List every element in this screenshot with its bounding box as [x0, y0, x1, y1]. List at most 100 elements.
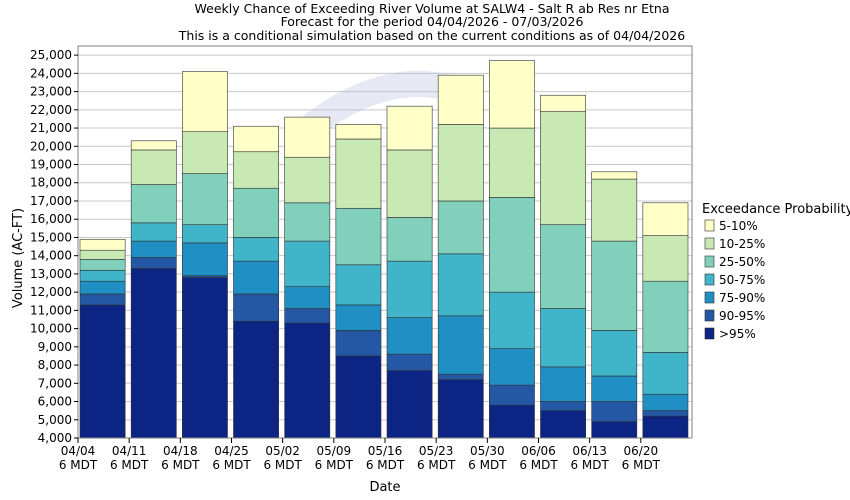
y-tick-label: 20,000 — [30, 139, 72, 153]
bar-segment — [284, 286, 331, 309]
x-tick-label: 05/30 — [470, 444, 505, 458]
bar-segment — [591, 375, 638, 402]
y-tick-label: 15,000 — [30, 230, 72, 244]
bar-segment — [437, 253, 484, 317]
bar-segment — [182, 242, 228, 277]
bar-segment — [591, 171, 638, 180]
y-tick-label: 4,000 — [38, 431, 72, 445]
bar-segment — [335, 355, 382, 439]
bar-segment — [335, 138, 382, 209]
bar-segment — [437, 124, 484, 202]
x-tick-sublabel: 6 MDT — [468, 458, 507, 472]
x-tick-sublabel: 6 MDT — [315, 458, 354, 472]
bar-segment — [386, 317, 433, 355]
x-tick-label: 04/11 — [112, 444, 147, 458]
bar-segment — [386, 105, 433, 151]
x-tick-label: 06/20 — [624, 444, 659, 458]
bar-segment — [540, 410, 586, 439]
bar-segment — [540, 224, 586, 309]
x-tick-sublabel: 6 MDT — [110, 458, 149, 472]
title-line-1: Weekly Chance of Exceeding River Volume … — [195, 1, 670, 16]
bar-segment — [540, 308, 586, 368]
bar-segment — [591, 401, 638, 422]
bar-segment — [489, 404, 535, 439]
y-tick-label: 6,000 — [38, 395, 72, 409]
bar-segment — [79, 269, 126, 282]
bar-segment — [335, 207, 382, 266]
bar-segment — [642, 393, 689, 411]
legend-label: 5-10% — [719, 219, 758, 233]
x-tick-sublabel: 6 MDT — [622, 458, 661, 472]
gridlines — [78, 54, 692, 439]
legend-label: 75-90% — [719, 291, 765, 305]
bar-segment — [386, 353, 433, 371]
bar-segment — [642, 352, 689, 395]
y-tick-label: 18,000 — [30, 176, 72, 190]
bar-segment — [591, 178, 638, 242]
bar-segment — [386, 370, 433, 439]
x-tick-sublabel: 6 MDT — [263, 458, 302, 472]
x-tick-sublabel: 6 MDT — [519, 458, 558, 472]
legend-title: Exceedance Probability — [702, 202, 850, 217]
bar-segment — [79, 249, 126, 260]
legend-label: 50-75% — [719, 273, 765, 287]
bar-segment — [591, 240, 638, 331]
x-tick-label: 06/13 — [572, 444, 607, 458]
bar-segment — [79, 293, 126, 306]
bar-segment — [233, 260, 279, 295]
legend: Exceedance Probability 5-10% 10-25% 25-50%… — [702, 202, 850, 341]
bar-segment — [489, 384, 535, 406]
bar-segment — [182, 224, 228, 244]
bar-segment — [437, 74, 484, 125]
x-tick-label: 04/18 — [163, 444, 198, 458]
y-tick-label: 23,000 — [30, 85, 72, 99]
y-tick-label: 24,000 — [30, 66, 72, 80]
bar-segment — [437, 315, 484, 375]
x-tick-sublabel: 6 MDT — [417, 458, 456, 472]
bar-segment — [489, 197, 535, 293]
x-tick-label: 05/09 — [317, 444, 352, 458]
bar-segment — [284, 156, 331, 204]
bar-segment — [130, 257, 177, 269]
legend-label: 10-25% — [719, 237, 765, 251]
bar-segment — [489, 127, 535, 198]
bar-segment — [642, 202, 689, 236]
bar-segment — [233, 237, 279, 262]
y-tick-label: 14,000 — [30, 249, 72, 263]
bar-segment — [437, 379, 484, 439]
chart-title: Weekly Chance of Exceeding River Volume … — [178, 1, 685, 43]
bar-segment — [591, 421, 638, 439]
y-tick-label: 19,000 — [30, 158, 72, 172]
bar-segment — [284, 308, 331, 324]
bar-segment — [489, 291, 535, 349]
x-tick-sublabel: 6 MDT — [161, 458, 200, 472]
bar-segment — [540, 401, 586, 411]
y-tick-label: 21,000 — [30, 121, 72, 135]
legend-swatch — [704, 309, 715, 322]
legend-swatch — [704, 291, 715, 304]
x-tick-label: 04/25 — [214, 444, 249, 458]
bar-segment — [591, 330, 638, 377]
legend-label: 25-50% — [719, 255, 765, 269]
legend-label: >95% — [719, 327, 756, 341]
y-tick-label: 8,000 — [38, 358, 72, 372]
bar-segment — [386, 217, 433, 262]
bar-segment — [335, 264, 382, 306]
bar-segment — [182, 173, 228, 225]
x-tick-sublabel: 6 MDT — [570, 458, 609, 472]
bar-segment — [335, 124, 382, 140]
y-tick-label: 11,000 — [30, 303, 72, 317]
bar-segment — [642, 410, 689, 417]
legend-swatch — [704, 273, 715, 286]
x-tick-label: 05/16 — [368, 444, 403, 458]
bar-segment — [79, 304, 126, 439]
bars — [79, 60, 689, 439]
bar-segment — [386, 149, 433, 218]
bar-segment — [79, 238, 126, 251]
bar-segment — [540, 94, 586, 112]
bar-segment — [335, 330, 382, 357]
bar-segment — [130, 240, 177, 258]
bar-segment — [489, 348, 535, 386]
x-tick-label: 04/04 — [61, 444, 96, 458]
bar-segment — [233, 125, 279, 153]
